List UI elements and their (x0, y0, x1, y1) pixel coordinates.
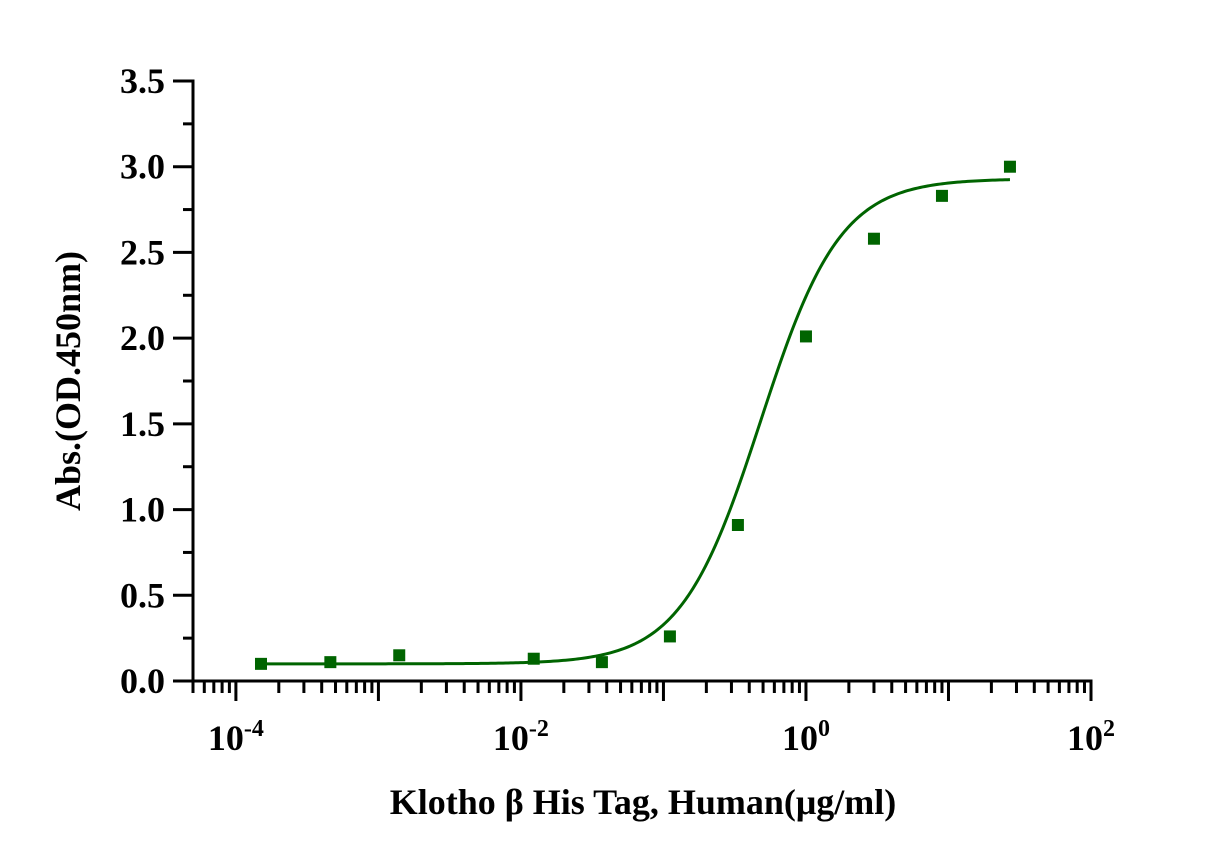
data-point (254, 657, 267, 670)
data-point (663, 630, 676, 643)
data-point (393, 649, 406, 662)
y-tick-label: 2.0 (120, 318, 165, 358)
data-point (935, 189, 948, 202)
x-axis: 10-4 10-2 100 102 (191, 679, 1115, 758)
data-point (1003, 160, 1016, 173)
data-point (527, 652, 540, 665)
data-point (324, 656, 337, 669)
x-tick-label: 10-4 (208, 716, 264, 758)
y-axis-label: Abs.(OD.450nm) (48, 251, 88, 511)
data-point (595, 656, 608, 669)
data-points (254, 160, 1016, 670)
fit-curve (261, 178, 1010, 666)
x-tick-label: 10-2 (493, 716, 549, 758)
y-tick-label: 2.5 (120, 232, 165, 272)
y-tick-label: 1.5 (120, 404, 165, 444)
data-point (799, 330, 812, 343)
y-tick-label: 3.0 (120, 147, 165, 187)
x-tick-label: 102 (1067, 716, 1115, 758)
y-tick-label: 3.5 (120, 61, 165, 101)
x-tick-label: 100 (782, 716, 830, 758)
y-tick-label: 1.0 (120, 490, 165, 530)
data-point (731, 519, 744, 531)
y-tick-label: 0.0 (120, 661, 165, 701)
x-axis-label: Klotho β His Tag, Human(μg/ml) (390, 782, 896, 822)
data-point (867, 232, 880, 245)
y-axis: 0.0 0.5 1.0 1.5 2.0 2.5 3.0 3.5 (120, 61, 195, 701)
y-tick-label: 0.5 (120, 575, 165, 615)
